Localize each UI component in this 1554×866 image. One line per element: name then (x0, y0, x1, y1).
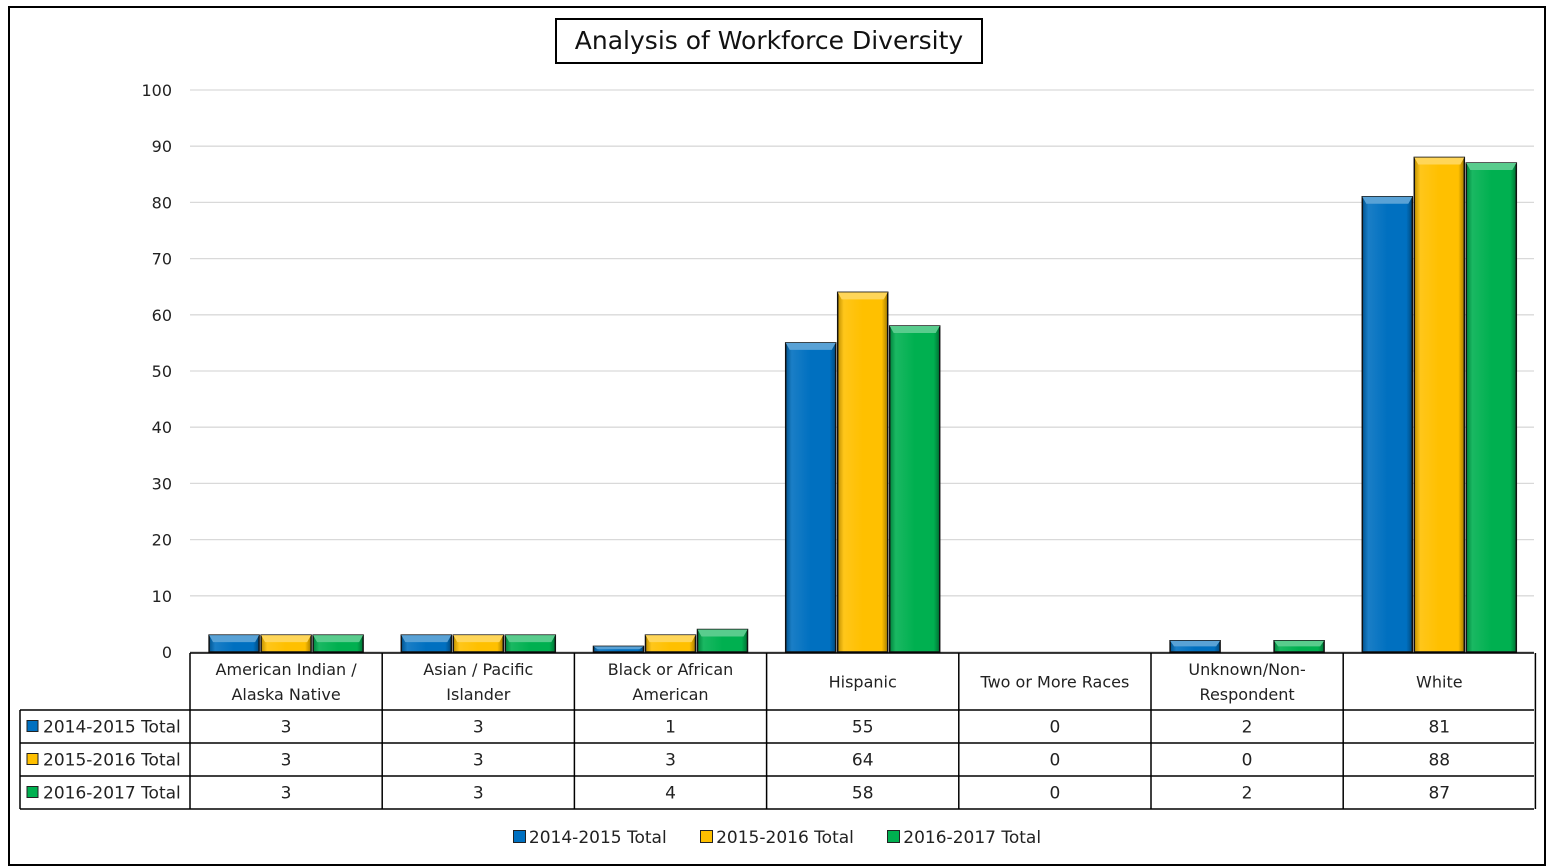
bar-bevel (785, 342, 836, 350)
bar-bevel (1466, 163, 1517, 171)
legend-label-series-2: 2015-2016 Total (716, 828, 854, 848)
legend-item-series-3: 2016-2017 Total (887, 828, 1041, 848)
bar (888, 325, 941, 653)
category-label: Asian / Pacific (423, 660, 533, 679)
data-table-value: 3 (281, 784, 292, 804)
bar-bevel (1362, 196, 1413, 204)
data-table-value: 1 (665, 718, 676, 738)
category-label: American (632, 685, 708, 704)
y-tick-label: 30 (152, 474, 172, 493)
legend-item-series-1: 2014-2015 Total (512, 828, 667, 848)
row-header-label: 2014-2015 Total (43, 718, 181, 738)
data-table-value: 3 (665, 751, 676, 771)
y-tick-label: 100 (141, 81, 172, 100)
data-table-value: 55 (852, 718, 874, 738)
data-table-value: 81 (1428, 718, 1450, 738)
category-label: American Indian / (216, 660, 358, 679)
data-table-value: 3 (281, 718, 292, 738)
category-label: Two or More Races (979, 673, 1129, 692)
data-table-value: 88 (1428, 751, 1450, 771)
category-label: Respondent (1200, 685, 1295, 704)
bar (1413, 156, 1466, 653)
bar-bevel (1170, 640, 1221, 647)
category-label: Black or African (608, 660, 734, 679)
legend-swatch-series-2 (700, 829, 714, 843)
bar-bevel (1274, 640, 1325, 647)
bar-bevel (1414, 157, 1465, 165)
legend-label-series-3: 2016-2017 Total (903, 828, 1042, 848)
y-tick-label: 70 (152, 250, 172, 269)
chart-title: Analysis of Workforce Diversity (555, 18, 983, 64)
bar-bevel (837, 292, 888, 300)
bar-bevel (593, 646, 644, 650)
data-table-value: 2 (1242, 718, 1253, 738)
bar (836, 291, 889, 653)
y-tick-label: 90 (152, 137, 172, 156)
chart-legend: 2014-2015 Total 2015-2016 Total 2016-201… (0, 828, 1554, 848)
data-table-value: 0 (1242, 751, 1253, 771)
y-tick-label: 80 (152, 193, 172, 212)
legend-swatch-series-1 (512, 829, 526, 843)
bar-bevel (313, 635, 364, 643)
data-table-value: 0 (1049, 751, 1060, 771)
category-label: White (1416, 673, 1463, 692)
row-header-label: 2015-2016 Total (43, 751, 181, 771)
bar-bevel (645, 635, 696, 643)
row-legend-key (26, 786, 39, 798)
bar-bevel (209, 635, 260, 643)
data-table-value: 3 (473, 784, 484, 804)
category-label: Unknown/Non- (1188, 660, 1305, 679)
bar-bevel (697, 629, 748, 637)
legend-item-series-2: 2015-2016 Total (700, 828, 854, 848)
data-table-value: 64 (852, 751, 874, 771)
row-legend-key (26, 720, 39, 732)
category-label: Hispanic (829, 673, 897, 692)
data-table-value: 3 (281, 751, 292, 771)
legend-label-series-1: 2014-2015 Total (528, 828, 667, 848)
y-tick-label: 10 (152, 587, 172, 606)
data-table-value: 4 (665, 784, 676, 804)
data-table-value: 0 (1049, 784, 1060, 804)
bar-bevel (505, 635, 556, 643)
legend-swatch-series-3 (887, 829, 901, 843)
data-table-value: 2 (1242, 784, 1253, 804)
data-table-value: 87 (1428, 784, 1450, 804)
category-label: Alaska Native (231, 685, 340, 704)
data-table-value: 0 (1049, 718, 1060, 738)
y-tick-label: 60 (152, 306, 172, 325)
bar (1361, 196, 1414, 653)
data-table-value: 3 (473, 718, 484, 738)
row-legend-key (26, 753, 39, 765)
bar-bevel (453, 635, 504, 643)
y-tick-label: 0 (162, 643, 172, 662)
chart-frame (8, 6, 1546, 866)
y-tick-label: 40 (152, 418, 172, 437)
category-label: Islander (446, 685, 510, 704)
data-table-value: 3 (473, 751, 484, 771)
bar (784, 342, 837, 653)
bar (1465, 162, 1518, 653)
bar-bevel (401, 635, 452, 643)
row-header-label: 2016-2017 Total (43, 784, 181, 804)
y-tick-label: 20 (152, 531, 172, 550)
bar-bevel (889, 326, 940, 334)
bar-bevel (261, 635, 312, 643)
y-tick-label: 50 (152, 362, 172, 381)
data-table-value: 58 (852, 784, 874, 804)
